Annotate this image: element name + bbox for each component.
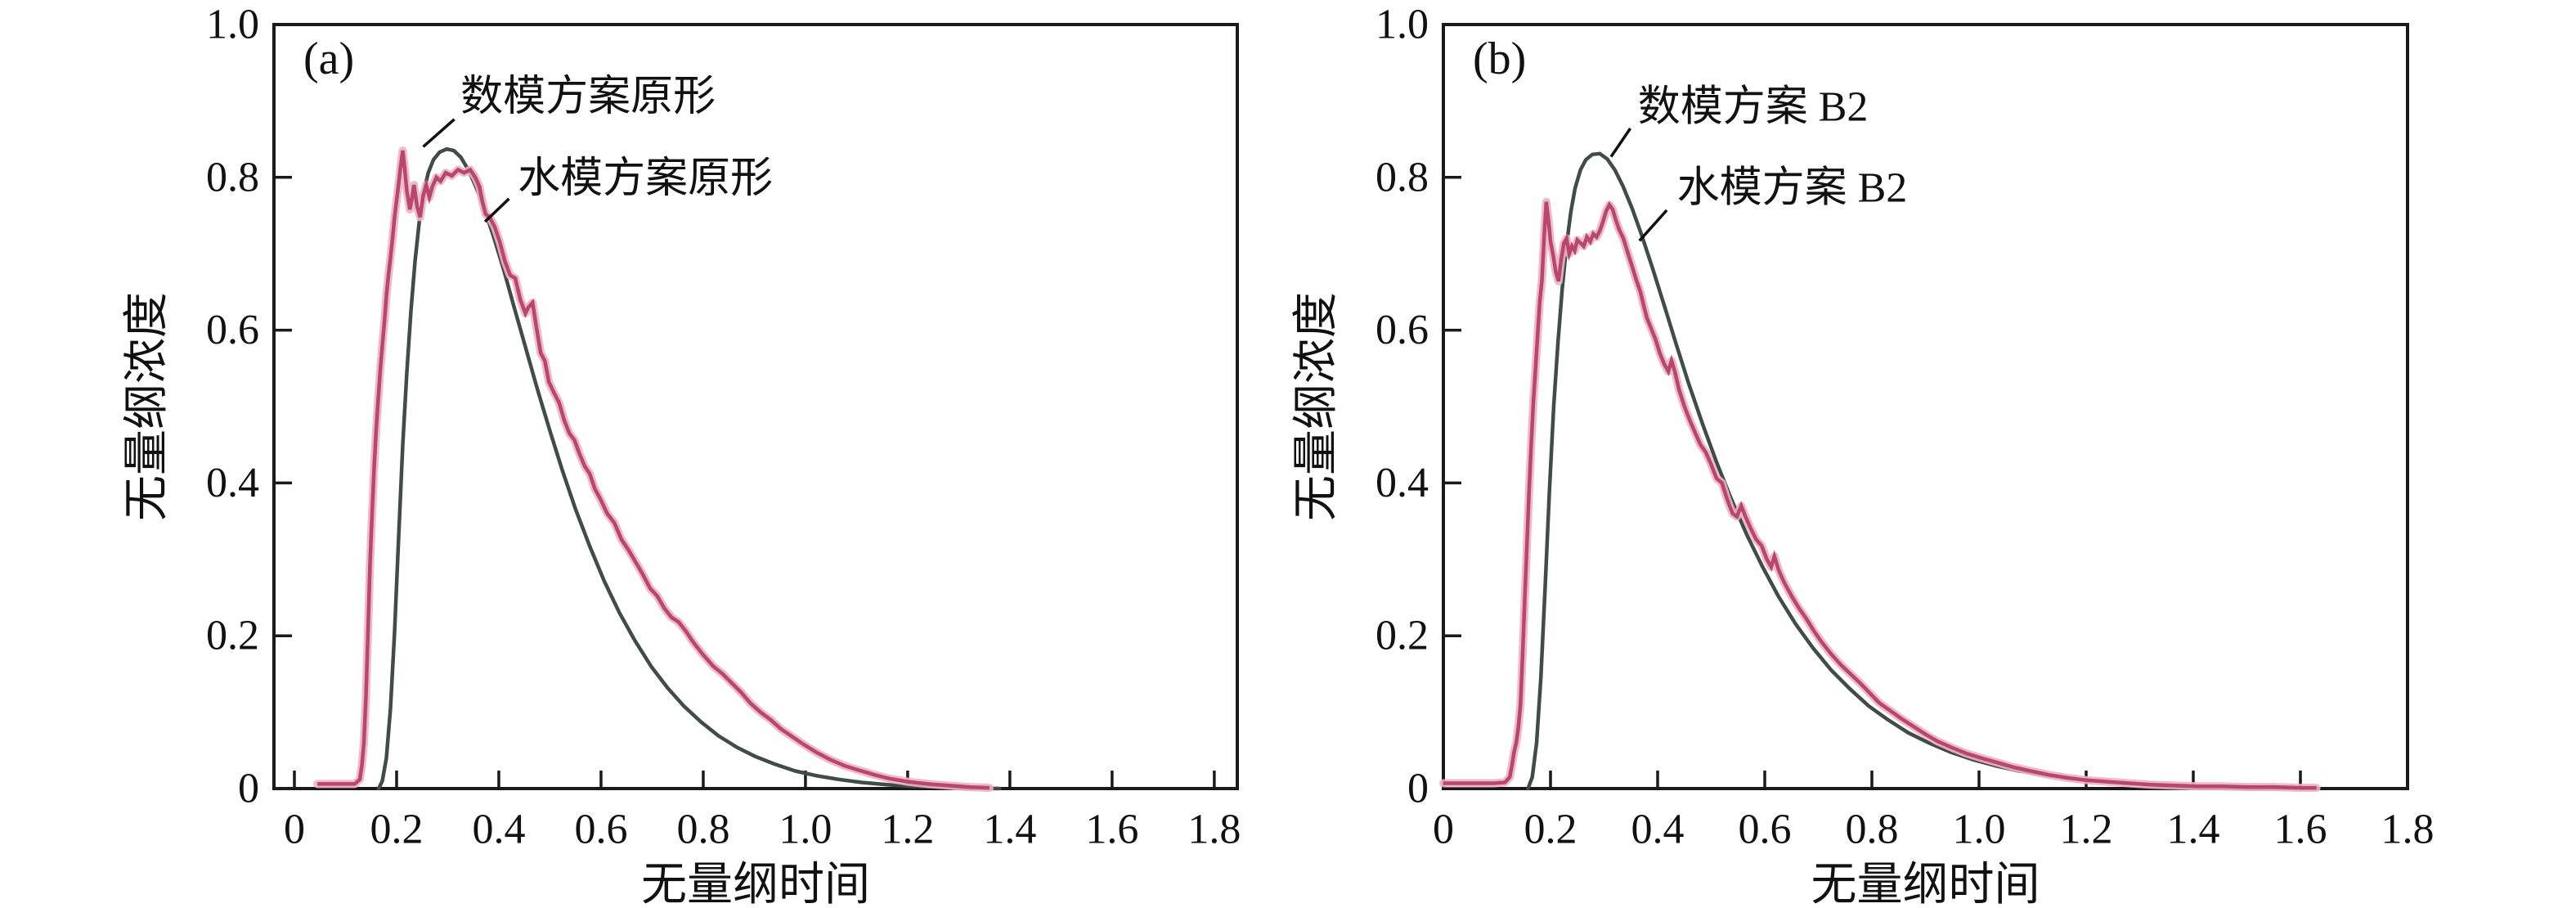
x-tick-label: 0.2 [370,807,423,853]
annotation-leader-line [1638,209,1668,242]
annotation-label: 数模方案 B2 [1638,83,1869,130]
annotation-leader-line [1609,128,1632,158]
y-tick-label: 0.8 [1376,154,1429,200]
y-tick-label: 0.4 [206,460,259,506]
x-tick-label: 1.8 [2381,807,2435,853]
x-tick-label: 1.0 [1953,807,2006,853]
annotation-leader-line [422,118,456,148]
panel-letter: (b) [1473,34,1526,84]
annotation-label: 水模方案原形 [518,155,773,202]
x-tick-label: 0 [284,807,305,853]
annotation-label: 水模方案 B2 [1677,164,1908,211]
x-tick-label: 0.8 [676,807,729,853]
panel-a: 0 0.2 0.4 0.6 0.8 1.0 1.2 1.4 1.6 1.8 0 0.2 0.4 0.6 0.… [122,2,1241,908]
x-tick-label: 0.4 [1631,807,1685,853]
x-tick-label: 1.6 [2274,807,2327,853]
x-tick-label: 1.4 [2167,807,2220,853]
y-tick-label: 0.4 [1376,460,1429,506]
y-tick-label: 1.0 [206,2,259,48]
x-axis-title: 无量纲时间 [1811,860,2040,908]
annotation-leader-line [483,197,510,223]
y-axis-title: 无量纲浓度 [1291,292,1342,521]
x-tick-label: 0.6 [574,807,627,853]
numerical-model-curve [1526,151,2287,791]
x-tick-label: 1.8 [1187,807,1241,853]
x-tick-label: 0.2 [1524,807,1577,853]
y-tick-label: 0 [238,766,259,812]
x-tick-label: 1.0 [779,807,832,853]
y-axis-title: 无量纲浓度 [122,292,173,521]
plot-border [272,23,1239,790]
numerical-model-curve [376,146,1002,791]
y-tick-label: 0.2 [1376,613,1429,659]
x-tick-label: 0.4 [472,807,525,853]
y-tick-label: 0.8 [206,154,259,200]
y-tick-label: 0.6 [206,307,259,353]
x-axis-title: 无量纲时间 [641,860,870,908]
panel-b: 0 0.2 0.4 0.6 0.8 1.0 1.2 1.4 1.6 1.8 0 0.2 0.4 0.6 0.… [1291,2,2435,908]
x-tick-label: 0.8 [1846,807,1899,853]
x-tick-label: 1.6 [1085,807,1138,853]
x-tick-label: 1.2 [881,807,934,853]
x-tick-label: 0 [1433,807,1454,853]
annotation-label: 数模方案原形 [460,74,716,120]
y-tick-label: 0 [1407,766,1429,812]
water-model-curve-halo [1439,197,2321,793]
panel-letter: (a) [303,34,354,84]
x-tick-label: 1.4 [983,807,1036,853]
y-tick-label: 0.2 [206,613,259,659]
y-tick-label: 1.0 [1376,2,1429,48]
x-tick-label: 0.6 [1739,807,1792,853]
water-model-curve [1443,201,2317,790]
water-model-curve [317,150,990,790]
y-tick-label: 0.6 [1376,307,1429,353]
plot-border [1442,23,2409,790]
x-tick-label: 1.2 [2060,807,2113,853]
